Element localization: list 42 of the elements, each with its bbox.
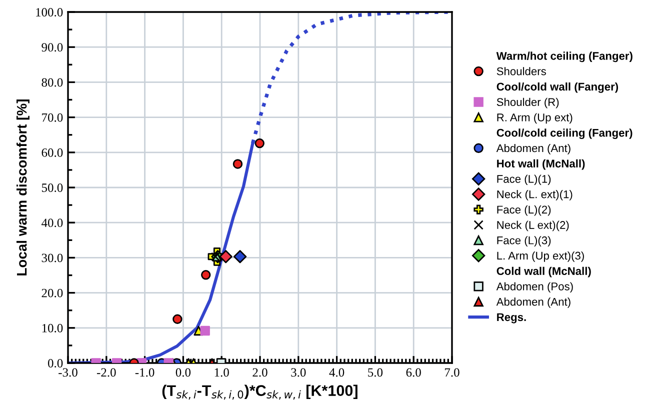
x-tick-label: 4.0: [329, 368, 344, 377]
x-tick-label: 2.0: [252, 368, 268, 377]
legend-label: Abdomen (Ant): [496, 298, 570, 308]
x-tick-label: 5.0: [368, 368, 383, 377]
x-tick-label: -1.0: [135, 368, 154, 377]
text: Cool/cold ceiling (Fanger): [496, 128, 632, 139]
y-tick-label: 20.0: [42, 288, 63, 298]
x-tick-label: 3.0: [291, 368, 306, 377]
y-tick-label: 10.0: [42, 324, 63, 332]
text: Hot wall (McNall): [497, 159, 585, 170]
legend-label: Shoulder (R): [496, 98, 559, 108]
y-tick-label: 30.0: [42, 254, 63, 262]
legend-label: Face (L)(2): [497, 205, 551, 216]
y-tick-label: 40.0: [42, 218, 63, 228]
legend-label: Neck (L. ext)(1): [497, 190, 572, 200]
legend-label: Abdomen (Ant): [496, 144, 570, 154]
text: Warm/hot ceiling (Fanger): [496, 52, 632, 62]
x-tick-label: -2.0: [96, 368, 116, 377]
y-axis-title: Local warm discomfort [%]: [16, 100, 30, 276]
legend-label: Face (L)(3): [497, 236, 551, 246]
y-tick-label: 90.0: [42, 43, 63, 52]
legend-label: Shoulders: [496, 67, 546, 76]
y-tick-label: 100.0: [36, 8, 63, 17]
y-tick-label: 50.0: [42, 184, 63, 192]
x-tick-label: 1.0: [214, 368, 229, 377]
x-axis-title: (T$_{sk,i}$-T$_{sk,i,0}$)*C$_{sk,w,i}$ [K*100]: [162, 384, 358, 400]
legend-label: Regs.: [497, 313, 526, 324]
text: Cold wall (McNall): [496, 266, 591, 278]
x-tick-label: -3.0: [58, 368, 78, 377]
legend-label: Neck (L ext)(2): [497, 220, 569, 232]
text: Cool/cold wall (Fanger): [496, 82, 618, 93]
y-tick-label: 0.0: [48, 359, 63, 368]
legend-label: Abdomen (Pos): [496, 282, 573, 293]
y-tick-label: 80.0: [42, 78, 63, 87]
legend-label: R. Arm (Up ext): [497, 113, 572, 124]
x-tick-label: 6.0: [406, 368, 421, 377]
x-tick-label: 0.0: [176, 368, 191, 377]
y-tick-label: 60.0: [42, 148, 63, 157]
legend-label: L. Arm (Up ext)(3): [497, 251, 584, 262]
y-tick-label: 70.0: [42, 113, 63, 122]
legend-label: Face (L)(1): [497, 174, 551, 186]
x-tick-label: 7.0: [445, 368, 460, 377]
